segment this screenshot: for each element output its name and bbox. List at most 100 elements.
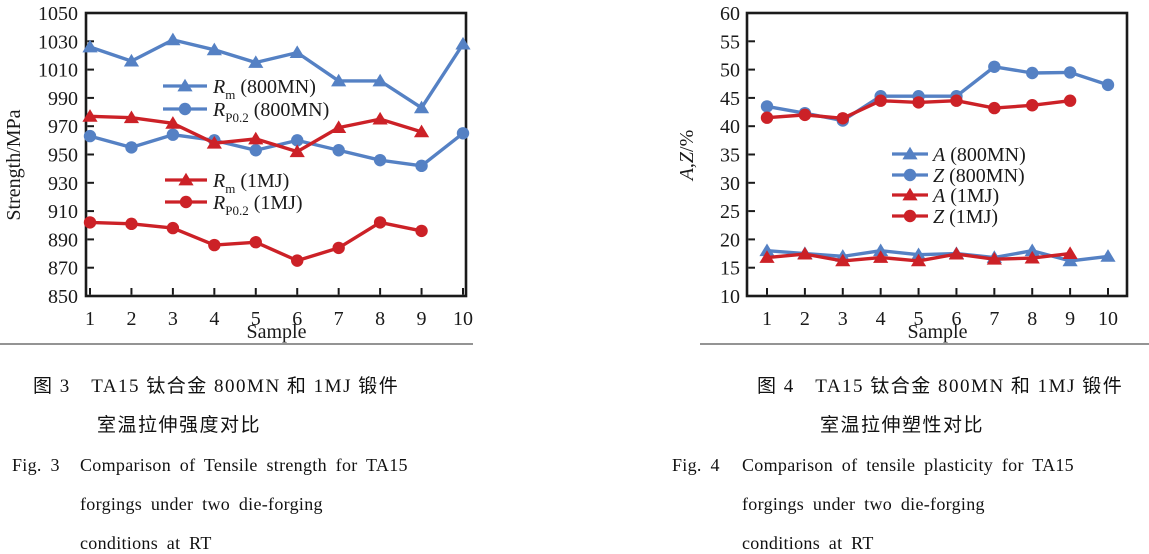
data-point-triangle: [206, 135, 222, 149]
x-axis-tick-label: 7: [334, 308, 344, 330]
data-point-circle: [1063, 66, 1077, 79]
y-axis-tick-label: 970: [48, 116, 78, 138]
x-axis-title: Sample: [247, 321, 307, 343]
legend-label: RP0.2 (1MJ): [212, 192, 303, 218]
y-axis-tick-label: 890: [48, 229, 78, 251]
data-point-circle: [208, 238, 221, 252]
data-point-circle: [291, 134, 304, 147]
data-point-circle: [373, 153, 387, 167]
data-point-triangle: [248, 55, 264, 68]
data-point-triangle: [372, 111, 388, 125]
data-point-triangle: [835, 253, 851, 267]
x-axis-tick-label: 3: [168, 308, 178, 330]
data-point-triangle: [1024, 250, 1040, 264]
data-point-circle: [166, 128, 180, 141]
data-point-circle: [836, 112, 849, 125]
data-point-circle: [166, 221, 180, 235]
y-axis-tick-label: 950: [48, 145, 78, 167]
x-axis-tick-label: 1: [762, 308, 772, 330]
x-axis-tick-label: 7: [989, 308, 999, 330]
x-axis-tick-label: 10: [453, 308, 473, 330]
data-point-triangle: [948, 246, 965, 260]
data-point-circle: [249, 236, 262, 249]
data-point-circle: [332, 144, 345, 157]
fig3-divider-line: [0, 343, 473, 345]
y-axis-tick-label: 55: [720, 31, 740, 53]
y-axis-tick-label: 910: [48, 201, 78, 223]
data-point-triangle: [413, 124, 430, 138]
y-axis-tick-label: 35: [720, 145, 740, 167]
data-point-triangle: [177, 78, 193, 92]
y-axis-tick-label: 990: [48, 88, 78, 110]
data-point-triangle: [910, 253, 927, 267]
y-axis-tick-label: 45: [720, 88, 740, 110]
data-point-triangle: [1062, 246, 1078, 259]
x-axis-tick-label: 9: [417, 308, 427, 330]
legend-label: Rm (1MJ): [212, 170, 289, 196]
data-point-circle: [1026, 99, 1039, 112]
data-point-circle: [1026, 66, 1039, 80]
data-point-triangle: [289, 144, 305, 158]
y-axis-tick-label: 850: [48, 286, 78, 308]
data-point-triangle: [123, 53, 140, 67]
data-point-triangle: [331, 73, 347, 87]
data-point-circle: [415, 224, 428, 238]
data-point-triangle: [178, 172, 194, 186]
x-axis-tick-label: 8: [375, 308, 385, 330]
data-point-triangle: [797, 246, 813, 260]
data-point-circle: [332, 241, 345, 255]
data-point-circle: [903, 168, 917, 182]
fig4-caption-en-line1: Comparison of tensile plasticity for TA1…: [742, 455, 1074, 475]
data-point-triangle: [1100, 249, 1116, 262]
x-axis-tick-label: 1: [85, 308, 95, 330]
fig3-caption-en-line1: Comparison of Tensile strength for TA15: [80, 455, 408, 475]
data-point-circle: [456, 127, 470, 140]
y-axis-tick-label: 50: [720, 60, 740, 82]
data-point-triangle: [1024, 243, 1040, 257]
fig4-caption-en-label: Fig. 4: [672, 455, 720, 475]
data-point-triangle: [372, 73, 388, 87]
y-axis-tick-label: 1050: [38, 3, 78, 25]
data-point-triangle: [123, 110, 140, 124]
data-point-triangle: [986, 252, 1002, 265]
x-axis-tick-label: 5: [914, 308, 924, 330]
y-axis-tick-label: 20: [720, 229, 740, 251]
data-point-circle: [988, 101, 1001, 115]
data-point-circle: [125, 141, 138, 154]
x-axis-title: Sample: [908, 321, 968, 343]
fig3-caption-en-line3: conditions at RT: [80, 533, 212, 553]
y-axis-tick-label: 1010: [38, 60, 78, 82]
data-point-triangle: [873, 250, 889, 263]
x-axis-tick-label: 9: [1065, 308, 1075, 330]
data-point-circle: [83, 129, 97, 143]
y-axis-title: Strength/MPa: [3, 109, 25, 220]
fig3-caption-zh-line2: 室温拉伸强度对比: [97, 415, 262, 436]
legend-label: RP0.2 (800MN): [212, 99, 329, 125]
fig4-divider-line: [700, 343, 1149, 345]
legend-label: Z (800MN): [933, 165, 1025, 187]
data-point-triangle: [82, 109, 98, 122]
data-point-circle: [798, 108, 812, 122]
data-point-triangle: [759, 243, 775, 257]
x-axis-tick-label: 4: [209, 308, 219, 330]
plot-border: [745, 11, 1129, 298]
x-axis-tick-label: 2: [800, 308, 810, 330]
fig4-caption-en-line2: forgings under two die-forging: [742, 494, 985, 514]
x-axis-tick-label: 6: [951, 308, 961, 330]
legend-label: Rm (800MN): [212, 76, 316, 102]
plot-border: [84, 11, 468, 298]
x-axis-tick-label: 8: [1027, 308, 1037, 330]
y-axis-tick-label: 870: [48, 258, 78, 280]
data-point-circle: [950, 94, 963, 107]
x-axis-tick-label: 10: [1098, 308, 1118, 330]
series-line: [88, 131, 465, 168]
data-point-circle: [125, 217, 138, 231]
data-point-circle: [179, 195, 193, 209]
x-axis-tick-label: 6: [292, 308, 302, 330]
x-axis-tick-label: 4: [876, 308, 886, 330]
data-point-circle: [291, 254, 304, 267]
data-point-circle: [760, 111, 774, 124]
